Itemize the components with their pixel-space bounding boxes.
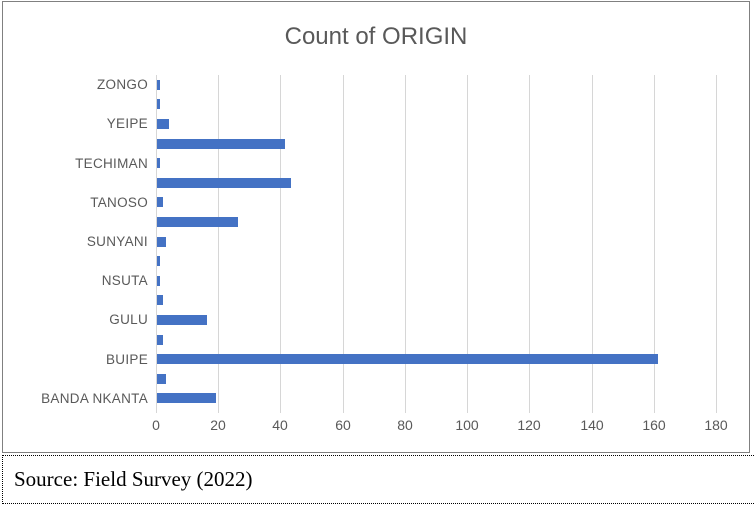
x-axis-tick-label: 60 — [335, 417, 351, 433]
category-axis: ZONGO YEIPE TECHIMAN TANOSO SUNYANI NSUTA GULU… — [3, 75, 148, 408]
bar — [157, 99, 161, 110]
category-label — [3, 134, 148, 154]
bar-row — [156, 349, 716, 369]
bar — [157, 354, 658, 365]
x-axis-tick-label: 40 — [272, 417, 288, 433]
bar — [157, 393, 217, 404]
gridline — [343, 75, 344, 413]
bar-series — [156, 75, 716, 408]
x-axis-tick-label: 100 — [455, 417, 479, 433]
category-label: TANOSO — [90, 194, 148, 210]
category-label: BANDA NKANTA — [41, 390, 148, 406]
x-axis-tick-label: 140 — [580, 417, 604, 433]
x-axis-tick-label: 80 — [397, 417, 413, 433]
bar-row — [156, 271, 716, 291]
bar-row — [156, 114, 716, 134]
bar — [157, 118, 170, 129]
bar-row — [156, 291, 716, 311]
category-label: TECHIMAN — [75, 155, 148, 171]
category-label — [3, 95, 148, 115]
bar-row — [156, 330, 716, 350]
category-label: ZONGO — [97, 77, 148, 93]
category-label: NSUTA — [101, 273, 148, 289]
category-label: SUNYANI — [86, 234, 148, 250]
bar-row — [156, 251, 716, 271]
gridline — [592, 75, 593, 413]
source-note-text: Source: Field Survey (2022) — [14, 467, 253, 491]
gridline — [218, 75, 219, 413]
gridline — [405, 75, 406, 413]
bar-row — [156, 193, 716, 213]
category-label — [3, 173, 148, 193]
bar — [157, 314, 207, 325]
gridline — [156, 75, 157, 413]
category-label: BUIPE — [105, 351, 148, 367]
category-label — [3, 251, 148, 271]
category-label — [3, 330, 148, 350]
bar-row — [156, 95, 716, 115]
gridline — [280, 75, 281, 413]
gridline — [654, 75, 655, 413]
bar — [157, 79, 161, 90]
bar-row — [156, 369, 716, 389]
bar-row — [156, 75, 716, 95]
bar-row — [156, 310, 716, 330]
chart-object[interactable]: Count of ORIGIN ZONGO YEIPE TECHIMAN TANOSO… — [2, 1, 750, 453]
bar — [157, 197, 164, 208]
x-axis-tick-label: 160 — [642, 417, 666, 433]
source-note[interactable]: Source: Field Survey (2022) — [2, 455, 755, 504]
gridline — [716, 75, 717, 413]
bar — [157, 334, 164, 345]
bar — [157, 216, 238, 227]
x-axis-tick-label: 180 — [704, 417, 728, 433]
bar-row — [156, 134, 716, 154]
chart-title: Count of ORIGIN — [284, 23, 468, 50]
category-label — [3, 369, 148, 389]
bar-row — [156, 212, 716, 232]
gridline — [467, 75, 468, 413]
x-axis-tick-label: 120 — [517, 417, 541, 433]
bar-row — [156, 173, 716, 193]
gridline — [529, 75, 530, 413]
gridlines — [156, 75, 717, 413]
bar — [157, 373, 167, 384]
value-axis: 0 20 40 60 80 100 120 140 160 180 — [152, 415, 728, 433]
x-axis-tick-label: 20 — [210, 417, 226, 433]
bar — [157, 138, 285, 149]
bar-row — [156, 153, 716, 173]
bar-row — [156, 389, 716, 409]
bar — [157, 275, 161, 286]
bar — [157, 256, 161, 267]
bar — [157, 295, 164, 306]
category-label — [3, 291, 148, 311]
bar — [157, 158, 161, 169]
x-axis-tick-label: 0 — [152, 417, 160, 433]
bar-row — [156, 232, 716, 252]
bar — [157, 177, 291, 188]
bar — [157, 236, 167, 247]
plot-area — [156, 75, 717, 413]
category-label — [3, 212, 148, 232]
category-label: GULU — [109, 312, 148, 328]
category-label: YEIPE — [106, 116, 148, 132]
